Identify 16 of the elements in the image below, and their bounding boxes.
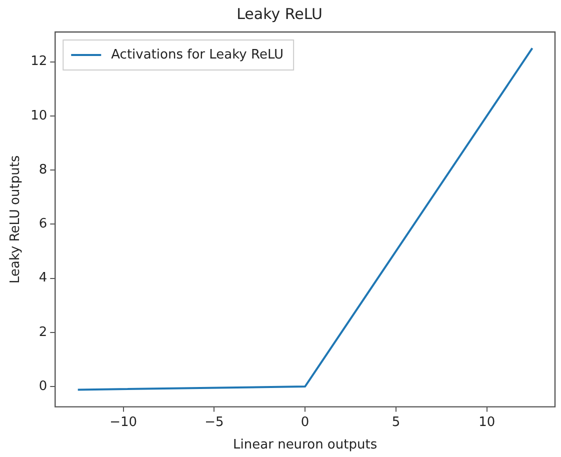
y-tick-label: 12	[30, 54, 48, 70]
y-axis-title: Leaky ReLU outputs	[8, 155, 24, 284]
x-tick-label: 5	[392, 414, 400, 430]
y-tick-label: 0	[38, 378, 48, 394]
y-tick-label: 8	[38, 162, 48, 178]
chart-title: Leaky ReLU	[236, 4, 322, 23]
x-tick-label: 10	[478, 414, 496, 430]
y-tick-label: 2	[38, 324, 48, 340]
x-tick-label: −10	[110, 414, 138, 430]
x-axis-title: Linear neuron outputs	[233, 438, 378, 453]
legend-label: Activations for Leaky ReLU	[111, 47, 284, 62]
x-tick-label: 0	[300, 414, 310, 430]
y-tick-label: 10	[30, 108, 48, 124]
x-tick-label: −5	[204, 414, 224, 430]
y-tick-label: 4	[38, 270, 48, 286]
y-tick-label: 6	[38, 216, 48, 232]
